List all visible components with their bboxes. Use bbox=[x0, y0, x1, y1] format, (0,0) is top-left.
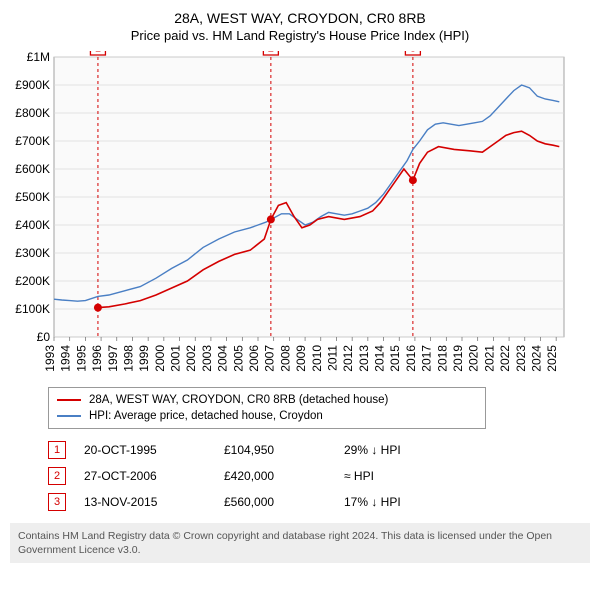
svg-text:2016: 2016 bbox=[404, 345, 418, 372]
svg-text:2022: 2022 bbox=[498, 345, 512, 372]
transaction-date: 27-OCT-2006 bbox=[84, 469, 224, 483]
transaction-vs-hpi: 29% ↓ HPI bbox=[344, 443, 464, 457]
transaction-vs-hpi: 17% ↓ HPI bbox=[344, 495, 464, 509]
transaction-row: 1 20-OCT-1995£104,95029% ↓ HPI bbox=[48, 437, 590, 463]
legend-label: HPI: Average price, detached house, Croy… bbox=[89, 410, 323, 422]
svg-text:1996: 1996 bbox=[90, 345, 104, 372]
svg-text:2003: 2003 bbox=[200, 345, 214, 372]
svg-text:2025: 2025 bbox=[545, 345, 559, 372]
svg-text:2015: 2015 bbox=[388, 345, 402, 372]
marker-dot bbox=[409, 176, 417, 184]
chart-container: £0 £100K £200K £300K £400K £500K £600K £700K £80… bbox=[10, 51, 590, 381]
svg-text:2011: 2011 bbox=[325, 345, 339, 371]
legend-swatch bbox=[57, 399, 81, 401]
svg-text:2004: 2004 bbox=[216, 345, 230, 372]
svg-text:2010: 2010 bbox=[310, 345, 324, 372]
svg-text:2021: 2021 bbox=[482, 345, 496, 372]
svg-text:£1M: £1M bbox=[27, 51, 50, 64]
svg-text:2012: 2012 bbox=[341, 345, 355, 372]
transactions-table: 1 20-OCT-1995£104,95029% ↓ HPI 2 27-OCT-200… bbox=[48, 437, 590, 515]
legend-label: 28A, WEST WAY, CROYDON, CR0 8RB (detache… bbox=[89, 394, 388, 406]
svg-text:1997: 1997 bbox=[106, 345, 120, 372]
svg-text:1999: 1999 bbox=[137, 345, 151, 372]
transaction-price: £560,000 bbox=[224, 495, 344, 509]
svg-text:2000: 2000 bbox=[153, 345, 167, 372]
svg-text:£0: £0 bbox=[37, 330, 51, 344]
transaction-badge: 1 bbox=[48, 441, 66, 459]
svg-text:2019: 2019 bbox=[451, 345, 465, 372]
price-chart: £0 £100K £200K £300K £400K £500K £600K £700K £80… bbox=[10, 51, 570, 381]
chart-title-block: 28A, WEST WAY, CROYDON, CR0 8RB Price pa… bbox=[10, 10, 590, 43]
svg-text:2006: 2006 bbox=[247, 345, 261, 372]
transaction-price: £420,000 bbox=[224, 469, 344, 483]
svg-text:2007: 2007 bbox=[263, 345, 277, 372]
marker-badge-number: 3 bbox=[410, 51, 416, 55]
svg-text:2023: 2023 bbox=[514, 345, 528, 372]
svg-text:1993: 1993 bbox=[43, 345, 57, 372]
svg-text:£100K: £100K bbox=[15, 302, 50, 316]
transaction-row: 2 27-OCT-2006£420,000≈ HPI bbox=[48, 463, 590, 489]
chart-title-line1: 28A, WEST WAY, CROYDON, CR0 8RB bbox=[10, 10, 590, 26]
svg-text:£800K: £800K bbox=[15, 106, 50, 120]
svg-text:2014: 2014 bbox=[373, 345, 387, 372]
svg-text:£600K: £600K bbox=[15, 162, 50, 176]
legend-swatch bbox=[57, 415, 81, 417]
svg-text:2013: 2013 bbox=[357, 345, 371, 372]
svg-text:1995: 1995 bbox=[74, 345, 88, 372]
svg-text:2024: 2024 bbox=[529, 345, 543, 372]
transaction-date: 13-NOV-2015 bbox=[84, 495, 224, 509]
chart-title-line2: Price paid vs. HM Land Registry's House … bbox=[10, 28, 590, 43]
svg-text:2008: 2008 bbox=[278, 345, 292, 372]
svg-text:2001: 2001 bbox=[169, 345, 183, 372]
transaction-badge: 2 bbox=[48, 467, 66, 485]
legend-row: 28A, WEST WAY, CROYDON, CR0 8RB (detache… bbox=[57, 392, 477, 408]
svg-text:2020: 2020 bbox=[467, 345, 481, 372]
marker-dot bbox=[267, 215, 275, 223]
svg-text:2005: 2005 bbox=[231, 345, 245, 372]
transaction-date: 20-OCT-1995 bbox=[84, 443, 224, 457]
footer-attribution: Contains HM Land Registry data © Crown c… bbox=[10, 523, 590, 563]
svg-text:£300K: £300K bbox=[15, 246, 50, 260]
svg-text:£200K: £200K bbox=[15, 274, 50, 288]
marker-dot bbox=[94, 304, 102, 312]
transaction-vs-hpi: ≈ HPI bbox=[344, 469, 464, 483]
marker-badge-number: 1 bbox=[95, 51, 101, 55]
svg-text:1998: 1998 bbox=[121, 345, 135, 372]
legend: 28A, WEST WAY, CROYDON, CR0 8RB (detache… bbox=[48, 387, 486, 429]
svg-text:2017: 2017 bbox=[420, 345, 434, 372]
marker-badge-number: 2 bbox=[268, 51, 274, 55]
svg-text:1994: 1994 bbox=[59, 345, 73, 372]
svg-text:£900K: £900K bbox=[15, 78, 50, 92]
svg-text:£500K: £500K bbox=[15, 190, 50, 204]
legend-row: HPI: Average price, detached house, Croy… bbox=[57, 408, 477, 424]
transaction-row: 3 13-NOV-2015£560,00017% ↓ HPI bbox=[48, 489, 590, 515]
svg-text:2002: 2002 bbox=[184, 345, 198, 372]
svg-text:2018: 2018 bbox=[435, 345, 449, 372]
svg-text:£700K: £700K bbox=[15, 134, 50, 148]
svg-text:£400K: £400K bbox=[15, 218, 50, 232]
transaction-badge: 3 bbox=[48, 493, 66, 511]
transaction-price: £104,950 bbox=[224, 443, 344, 457]
svg-text:2009: 2009 bbox=[294, 345, 308, 372]
